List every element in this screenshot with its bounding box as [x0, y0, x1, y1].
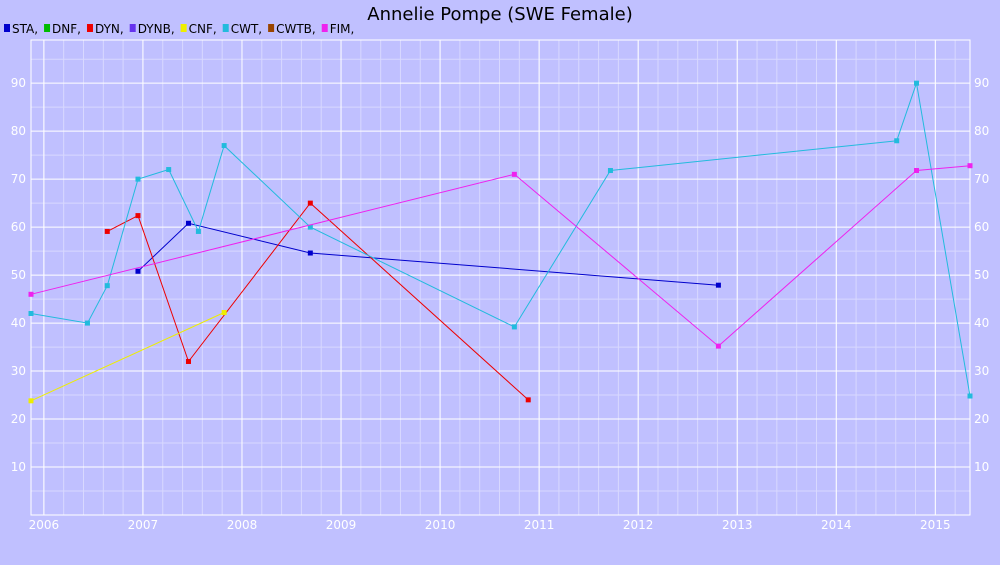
x-tick-label: 2009 — [326, 518, 357, 532]
data-point-fim — [967, 163, 973, 169]
chart-series — [28, 80, 973, 404]
y-tick-label-right: 60 — [974, 220, 989, 234]
chart-grid — [30, 39, 971, 516]
data-point-cwt — [894, 138, 900, 144]
x-tick-label: 2006 — [29, 518, 60, 532]
y-tick-label-left: 10 — [11, 460, 26, 474]
x-tick-label: 2013 — [722, 518, 753, 532]
data-point-dyn — [104, 228, 110, 234]
legend-label-cwtb: CWTB, — [276, 22, 316, 36]
series-line-cnf — [30, 312, 225, 402]
legend-swatch-sta — [4, 24, 10, 32]
chart-title: Annelie Pompe (SWE Female) — [367, 4, 632, 25]
chart-legend: STA, DNF, DYN, DYNB, CNF, CWT, CWTB, FIM, — [4, 22, 354, 36]
data-point-fim — [511, 171, 517, 177]
series-line-sta — [137, 222, 719, 286]
x-tick-label: 2010 — [425, 518, 456, 532]
legend-label-dnf: DNF, — [52, 22, 81, 36]
data-point-dyn — [185, 358, 191, 364]
y-tick-label-left: 80 — [11, 124, 26, 138]
data-point-fim — [715, 343, 721, 349]
data-point-cnf — [221, 310, 227, 316]
legend-swatch-dnf — [44, 24, 51, 32]
x-tick-label: 2012 — [623, 518, 654, 532]
data-point-fim — [28, 291, 34, 297]
data-point-dyn — [307, 200, 313, 206]
legend-swatch-dyn — [86, 24, 93, 32]
legend-label-dynb: DYNB, — [138, 22, 175, 36]
x-tick-label: 2007 — [128, 518, 159, 532]
legend-label-fim: FIM, — [330, 22, 355, 36]
y-tick-label-left: 70 — [11, 172, 26, 186]
y-tick-label-left: 20 — [11, 412, 26, 426]
data-point-cwt — [607, 168, 613, 174]
data-point-dyn — [135, 213, 141, 219]
legend-swatch-fim — [321, 24, 328, 32]
data-point-cwt — [166, 167, 172, 173]
y-tick-label-right: 40 — [974, 316, 989, 330]
y-tick-label-left: 50 — [11, 268, 26, 282]
data-point-cwt — [28, 310, 34, 316]
data-point-dyn — [525, 397, 531, 403]
y-tick-label-left: 60 — [11, 220, 26, 234]
data-point-cwt — [307, 224, 313, 230]
x-tick-label: 2008 — [227, 518, 258, 532]
axis-ticks: 10 10 20 20 30 30 40 40 50 50 60 60 70 70 80 80 90 90 2006… — [11, 76, 990, 532]
data-point-fim — [914, 168, 920, 174]
data-point-sta — [307, 250, 313, 256]
y-tick-label-left: 40 — [11, 316, 26, 330]
x-tick-label: 2015 — [920, 518, 951, 532]
data-point-sta — [185, 220, 191, 226]
legend-swatch-cwtb — [268, 24, 275, 32]
legend-swatch-cnf — [180, 24, 187, 32]
data-point-cnf — [28, 398, 34, 404]
y-tick-label-right: 90 — [974, 76, 989, 90]
plot-frame — [30, 39, 971, 516]
y-tick-label-right: 70 — [974, 172, 989, 186]
y-tick-label-left: 90 — [11, 76, 26, 90]
legend-label-cnf: CNF, — [189, 22, 217, 36]
data-point-cwt — [221, 143, 227, 149]
y-tick-label-right: 20 — [974, 412, 989, 426]
y-tick-label-left: 30 — [11, 364, 26, 378]
legend-label-dyn: DYN, — [95, 22, 124, 36]
data-point-sta — [715, 282, 721, 288]
data-point-cwt — [135, 176, 141, 182]
data-point-cwt — [195, 228, 201, 234]
legend-label-sta: STA, — [12, 22, 38, 36]
legend-label-cwt: CWT, — [231, 22, 262, 36]
data-point-cwt — [84, 320, 90, 326]
y-tick-label-right: 80 — [974, 124, 989, 138]
data-point-cwt — [914, 80, 920, 86]
legend-swatch-cwt — [222, 24, 229, 32]
x-tick-label: 2014 — [821, 518, 852, 532]
legend-swatch-dynb — [129, 24, 136, 32]
data-point-cwt — [511, 324, 517, 330]
y-tick-label-right: 50 — [974, 268, 989, 282]
y-tick-label-right: 10 — [974, 460, 989, 474]
data-point-cwt — [104, 283, 110, 289]
y-tick-label-right: 30 — [974, 364, 989, 378]
data-point-cwt — [967, 393, 973, 399]
data-point-sta — [135, 268, 141, 274]
x-tick-label: 2011 — [524, 518, 555, 532]
